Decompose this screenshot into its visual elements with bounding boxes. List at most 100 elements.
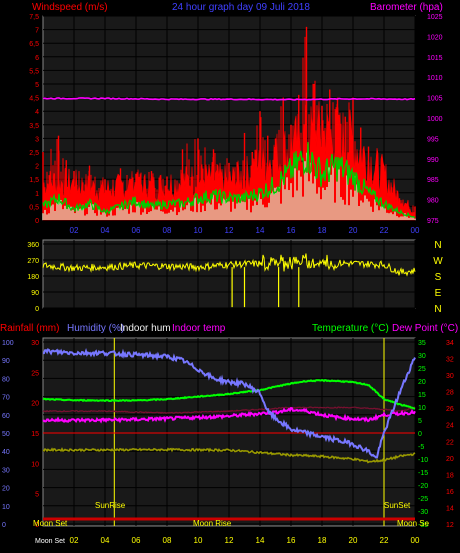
graph-date-title: 24 hour graph day 09 Juli 2018	[172, 2, 310, 13]
dewpoint-low-line	[42, 447, 416, 464]
baro-tick-label: 1025	[427, 14, 443, 21]
indoor-temp-tick-label: 12	[446, 522, 454, 529]
wind-tick-label: 0,5	[29, 204, 39, 211]
baro-tick-label: 1015	[427, 55, 443, 62]
wind-avg-line	[42, 142, 416, 218]
moonset-label: Moon Set	[33, 519, 68, 528]
temperature-axis-title: Temperature (°C)	[312, 323, 389, 334]
temp-tick-label: -10	[418, 457, 428, 464]
humidity-tick-label: 10	[2, 504, 10, 511]
temp-x-tick-label: 20	[349, 536, 358, 545]
wind-tick-label: 2,5	[29, 150, 39, 157]
baro-tick-label: 1005	[427, 96, 443, 103]
humidity-line	[42, 348, 416, 459]
wind-tick-label: 7	[35, 28, 39, 35]
humidity-tick-label: 40	[2, 449, 10, 456]
wind-tick-label: 3,5	[29, 123, 39, 130]
wind-tick-label: 2	[35, 164, 39, 171]
temp-tick-label: -30	[418, 509, 428, 516]
humidity-tick-label: 30	[2, 467, 10, 474]
temp-x-tick-label: 12	[225, 536, 234, 545]
humidity-tick-label: 100	[2, 340, 14, 347]
wind-x-tick-label: 02	[70, 226, 79, 235]
humidity-axis-title: Humidity (%)	[67, 323, 124, 334]
wind-x-tick-label: 04	[101, 226, 110, 235]
sunrise-label: SunRise	[95, 501, 126, 510]
moonrise-label: Moon Rise	[193, 519, 232, 528]
temp-tick-label: 30	[418, 353, 426, 360]
indoor-temp-tick-label: 16	[446, 489, 454, 496]
temp-tick-label: -5	[418, 444, 424, 451]
temp-tick-label: -35	[418, 522, 428, 529]
compass-label: S	[435, 272, 442, 283]
temp-tick-label: 10	[418, 405, 426, 412]
baro-tick-label: 995	[427, 136, 439, 143]
dir-tick-label: 180	[27, 274, 39, 281]
dewpoint-line	[42, 406, 416, 424]
indoor-temp-tick-label: 34	[446, 340, 454, 347]
wind-tick-label: 5	[35, 82, 39, 89]
wind-x-tick-label: 00	[411, 226, 420, 235]
baro-tick-label: 1000	[427, 116, 443, 123]
wind-x-tick-label: 10	[194, 226, 203, 235]
moonset2-label: Moon Se	[397, 519, 430, 528]
temp-x-tick-label: 10	[194, 536, 203, 545]
compass-label: N	[434, 240, 441, 251]
rain-tick-label: 25	[31, 370, 39, 377]
temp-x-tick-label: 16	[287, 536, 296, 545]
baro-tick-label: 1020	[427, 34, 443, 41]
humidity-tick-label: 50	[2, 431, 10, 438]
barometer-axis-title: Barometer (hpa)	[370, 2, 443, 13]
wind-x-tick-label: 22	[380, 226, 389, 235]
wind-x-tick-label: 06	[132, 226, 141, 235]
baro-tick-label: 990	[427, 157, 439, 164]
dir-tick-label: 270	[27, 258, 39, 265]
baro-tick-label: 975	[427, 218, 439, 225]
indoor-temp-tick-label: 30	[446, 373, 454, 380]
dir-tick-label: 90	[31, 290, 39, 297]
wind-tick-label: 3	[35, 136, 39, 143]
humidity-tick-label: 20	[2, 486, 10, 493]
indoor-temp-tick-label: 32	[446, 357, 454, 364]
humidity-tick-label: 90	[2, 358, 10, 365]
dewpoint-axis-title: Dew Point (°C)	[392, 323, 458, 334]
temp-tick-label: 25	[418, 366, 426, 373]
indoor-humidity-line	[42, 406, 416, 414]
wind-x-tick-label: 16	[287, 226, 296, 235]
temp-x-tick-label: 02	[70, 536, 79, 545]
wind-tick-label: 6,5	[29, 41, 39, 48]
dir-tick-label: 360	[27, 242, 39, 249]
temp-x-tick-label: 14	[256, 536, 265, 545]
indoor-temp-tick-label: 14	[446, 505, 454, 512]
dir-tick-label: 0	[35, 306, 39, 313]
rain-tick-label: 20	[31, 401, 39, 408]
rain-tick-label: 15	[31, 431, 39, 438]
baro-tick-label: 985	[427, 177, 439, 184]
wind-tick-label: 1	[35, 191, 39, 198]
temp-x-tick-label: 06	[132, 536, 141, 545]
barometer-line	[43, 97, 416, 101]
temp-x-tick-label: 08	[163, 536, 172, 545]
wind-direction-line	[42, 253, 416, 277]
compass-label: N	[434, 304, 441, 315]
wind-x-tick-label: 12	[225, 226, 234, 235]
wind-tick-label: 5,5	[29, 68, 39, 75]
temp-tick-label: 35	[418, 340, 426, 347]
humidity-tick-label: 0	[2, 522, 6, 529]
rain-tick-label: 10	[31, 461, 39, 468]
wind-tick-label: 6	[35, 55, 39, 62]
windspeed-axis-title: Windspeed (m/s)	[32, 2, 108, 13]
indoor-temp-tick-label: 22	[446, 439, 454, 446]
baro-tick-label: 980	[427, 198, 439, 205]
temp-x-tick-label: Moon Set	[35, 538, 65, 545]
baro-tick-label: 1010	[427, 75, 443, 82]
wind-x-tick-label: 18	[318, 226, 327, 235]
wind-tick-label: 7,5	[29, 14, 39, 21]
wind-tick-label: 1,5	[29, 177, 39, 184]
rain-tick-label: 5	[35, 492, 39, 499]
wind-x-tick-label: 20	[349, 226, 358, 235]
indoor-temp-tick-label: 18	[446, 472, 454, 479]
indoor-hum-title: Indoor hum	[120, 323, 171, 334]
rain-tick-label: 0	[35, 522, 39, 529]
